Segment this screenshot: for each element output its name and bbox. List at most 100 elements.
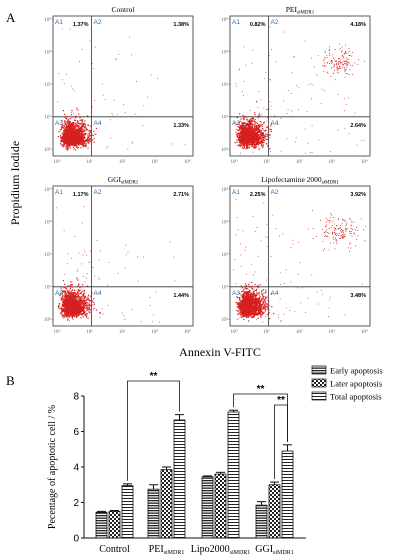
scatter-point <box>60 128 62 130</box>
scatter-point <box>80 131 82 133</box>
scatter-point <box>74 142 76 143</box>
scatter-point <box>70 124 72 126</box>
scatter-point <box>253 135 256 137</box>
scatter-point <box>247 133 249 136</box>
scatter-point <box>241 139 243 141</box>
scatter-point <box>240 142 242 144</box>
scatter-point <box>246 119 248 121</box>
scatter-point <box>235 82 237 84</box>
scatter-point <box>73 301 76 303</box>
scatter-point <box>86 273 88 274</box>
scatter-point <box>341 46 343 48</box>
scatter-point <box>334 69 335 71</box>
scatter-point <box>68 121 70 123</box>
scatter-point <box>82 144 85 146</box>
scatter-point <box>244 122 246 124</box>
scatter-point <box>255 122 257 124</box>
scatter-point <box>283 100 284 102</box>
scatter-point <box>59 129 62 131</box>
scatter-point <box>60 143 62 145</box>
scatter-point <box>248 140 250 142</box>
scatter-point <box>244 138 246 140</box>
scatter-point <box>73 131 76 133</box>
scatter-point <box>68 126 70 128</box>
scatter-point <box>86 140 88 142</box>
scatter-point <box>249 121 251 123</box>
scatter-point <box>74 144 76 146</box>
scatter-point <box>239 136 242 138</box>
scatter-point <box>67 148 69 150</box>
scatter-point <box>331 62 332 64</box>
scatter-point <box>86 285 89 287</box>
scatter-point <box>84 296 86 298</box>
scatter-point <box>118 53 120 55</box>
scatter-point <box>345 64 347 66</box>
scatter-point <box>90 132 92 134</box>
scatter-point <box>255 137 257 139</box>
scatter-point <box>63 274 65 275</box>
scatter-point <box>76 310 78 312</box>
scatter-point <box>62 291 64 293</box>
scatter-point <box>340 61 341 63</box>
y-tick-label: 10² <box>222 252 229 258</box>
scatter-point <box>261 140 263 142</box>
scatter-point <box>124 267 126 269</box>
scatter-point <box>262 144 264 146</box>
scatter-point <box>342 61 343 63</box>
scatter-point <box>261 135 263 137</box>
quadrant-percent: 1.37% <box>73 22 89 28</box>
scatter-point <box>92 292 94 294</box>
scatter-point <box>80 305 82 307</box>
scatter-point <box>71 110 73 112</box>
scatter-point <box>258 124 260 126</box>
scatter-point <box>74 303 76 305</box>
shared-y-axis-label: Propidium Iodide <box>8 141 22 225</box>
scatter-point <box>75 306 77 308</box>
scatter-point <box>304 40 306 42</box>
scatter-point <box>61 310 63 312</box>
scatter-point <box>77 314 79 316</box>
scatter-point <box>244 143 246 145</box>
scatter-point <box>73 289 76 291</box>
scatter-point <box>72 314 74 316</box>
scatter-point <box>58 131 60 133</box>
scatter-point <box>61 126 63 128</box>
scatter-point <box>88 141 90 143</box>
scatter-point <box>64 312 66 314</box>
scatter-point <box>184 144 186 146</box>
scatter-point <box>157 77 158 79</box>
scatter-point <box>76 304 78 306</box>
scatter-point <box>64 113 66 115</box>
scatter-point <box>296 85 297 86</box>
scatter-point <box>62 110 64 112</box>
scatter-point <box>67 119 69 121</box>
scatter-point <box>243 122 245 124</box>
scatter-point <box>75 310 77 312</box>
scatter-point <box>88 309 90 311</box>
scatter-point <box>77 147 80 149</box>
scatter-point <box>67 140 70 142</box>
scatter-point <box>73 297 75 299</box>
scatter-point <box>65 305 67 307</box>
scatter-point <box>239 133 241 135</box>
quadrant-label: A1 <box>232 19 240 26</box>
scatter-point <box>67 139 69 142</box>
scatter-point <box>78 296 80 298</box>
scatter-point <box>61 138 63 140</box>
scatter-point <box>247 127 249 129</box>
scatter-point <box>246 116 248 118</box>
scatter-point <box>247 126 249 129</box>
scatter-point <box>74 130 76 133</box>
scatter-point <box>264 137 266 139</box>
scatter-point <box>257 123 259 125</box>
scatter-point <box>86 299 88 301</box>
x-tick-label: 10⁰ <box>53 159 60 165</box>
scatter-point <box>243 144 245 146</box>
scatter-point <box>80 123 82 125</box>
scatter-point <box>82 308 84 310</box>
quadrant-label: A4 <box>94 120 102 127</box>
scatter-point <box>76 134 78 136</box>
scatter-point <box>253 143 255 146</box>
scatter-point <box>254 114 256 116</box>
scatter-point <box>115 58 117 60</box>
